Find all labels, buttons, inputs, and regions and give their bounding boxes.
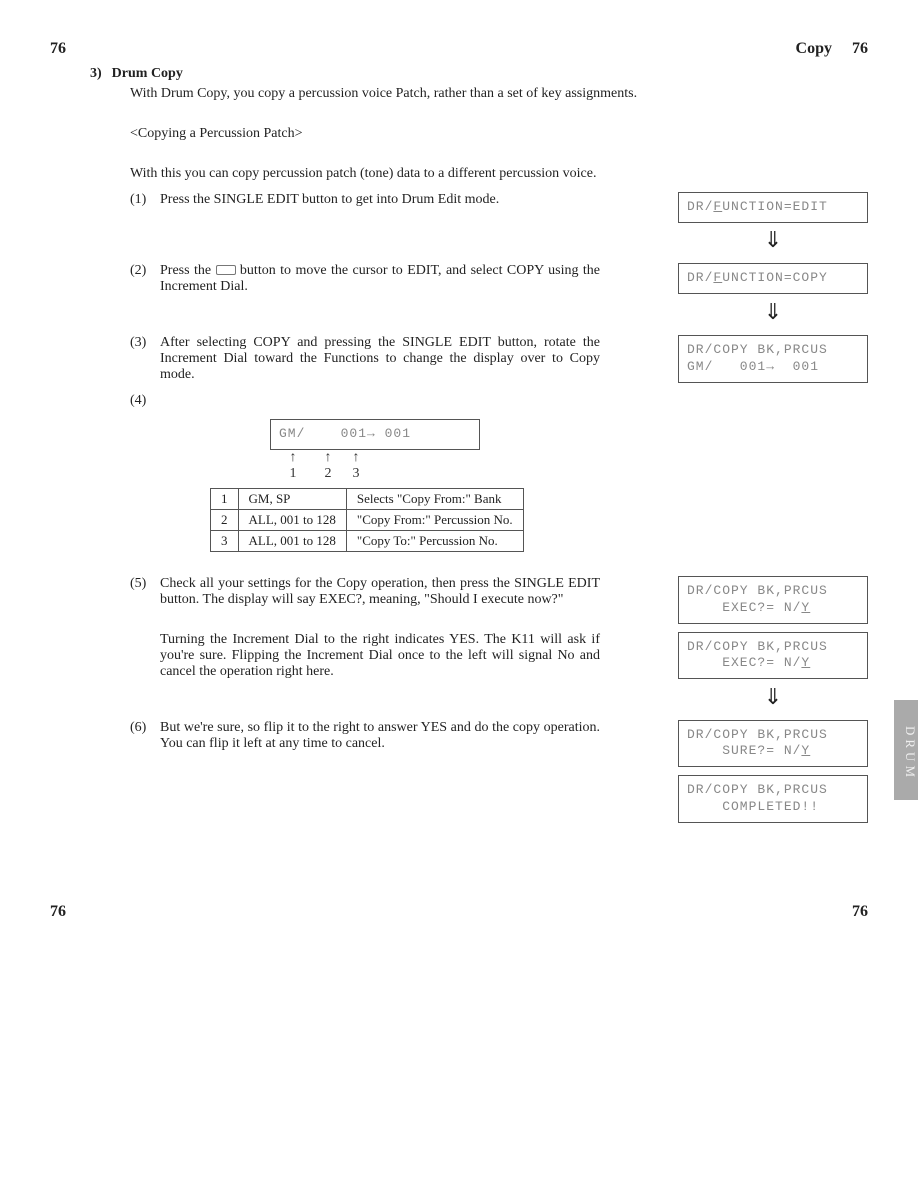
- step-2-num: (2): [130, 263, 160, 279]
- lcd-function-edit: DR/FUNCTION=EDIT: [678, 192, 868, 223]
- cell-3-2: ALL, 001 to 128: [238, 530, 346, 551]
- step-5-text: Check all your settings for the Copy ope…: [160, 576, 600, 608]
- step-2-text: Press the button to move the cursor to E…: [160, 263, 600, 295]
- section-number: 3): [90, 66, 102, 82]
- step-1-num: (1): [130, 192, 160, 208]
- cell-2-3: "Copy From:" Percussion No.: [346, 509, 523, 530]
- step-3-text: After selecting COPY and pressing the SI…: [160, 335, 600, 383]
- param-table: 1 GM, SP Selects "Copy From:" Bank 2 ALL…: [210, 488, 524, 552]
- step-5b: Turning the Increment Dial to the right …: [50, 632, 868, 680]
- lcd-function-copy: DR/FUNCTION=COPY: [678, 263, 868, 294]
- subheading: <Copying a Percussion Patch>: [130, 126, 868, 142]
- step-3-num: (3): [130, 335, 160, 351]
- cell-1-2: GM, SP: [238, 488, 346, 509]
- lcd-sure: DR/COPY BK,PRCUS SURE?= N/Y: [678, 720, 868, 768]
- lcd-diagram: GM/ 001→ 001: [270, 419, 480, 450]
- step-2: (2) Press the button to move the cursor …: [50, 263, 868, 295]
- cell-3-1: 3: [211, 530, 239, 551]
- step-5-text2: Turning the Increment Dial to the right …: [160, 632, 600, 680]
- table-row: 3 ALL, 001 to 128 "Copy To:" Percussion …: [211, 530, 524, 551]
- step-1-text: Press the SINGLE EDIT button to get into…: [160, 192, 600, 208]
- cell-1-1: 1: [211, 488, 239, 509]
- step-4: (4): [50, 393, 868, 409]
- step-1: (1) Press the SINGLE EDIT button to get …: [50, 192, 868, 223]
- page-num-bottom-left: 76: [50, 903, 66, 921]
- table-row: 2 ALL, 001 to 128 "Copy From:" Percussio…: [211, 509, 524, 530]
- arrow-up-row: ↑ ↑ ↑: [286, 450, 868, 466]
- arrow-down-2: ⇓: [678, 299, 868, 325]
- step-5-num: (5): [130, 576, 160, 592]
- arrow-num-row: 1 2 3: [286, 466, 868, 482]
- cell-2-2: ALL, 001 to 128: [238, 509, 346, 530]
- cell-3-3: "Copy To:" Percussion No.: [346, 530, 523, 551]
- page-footer: 76 76: [50, 903, 868, 921]
- page-title-top-right: Copy 76: [796, 40, 868, 58]
- button-icon: [216, 265, 236, 275]
- intro-text: With Drum Copy, you copy a percussion vo…: [130, 86, 868, 102]
- lcd-copy-bk: DR/COPY BK,PRCUS GM/ 001→ 001: [678, 335, 868, 383]
- step-6: (6) But we're sure, so flip it to the ri…: [50, 720, 868, 768]
- step-3: (3) After selecting COPY and pressing th…: [50, 335, 868, 383]
- step-5: (5) Check all your settings for the Copy…: [50, 576, 868, 624]
- table-row: 1 GM, SP Selects "Copy From:" Bank: [211, 488, 524, 509]
- page-num-bottom-right: 76: [852, 903, 868, 921]
- lcd-exec-2: DR/COPY BK,PRCUS EXEC?= N/Y: [678, 632, 868, 680]
- cell-1-3: Selects "Copy From:" Bank: [346, 488, 523, 509]
- step-6-num: (6): [130, 720, 160, 736]
- arrow-down-1: ⇓: [678, 227, 868, 253]
- section-title: Drum Copy: [112, 66, 183, 82]
- diagram: GM/ 001→ 001 ↑ ↑ ↑ 1 2 3 1 GM, SP Select…: [270, 419, 868, 552]
- page-num-top-left: 76: [50, 40, 66, 58]
- step-6b: DR/COPY BK,PRCUS COMPLETED!!: [50, 775, 868, 823]
- description: With this you can copy percussion patch …: [130, 166, 868, 182]
- cell-2-1: 2: [211, 509, 239, 530]
- page-header: 76 Copy 76: [50, 40, 868, 58]
- step-4-num: (4): [130, 393, 160, 409]
- step-6-text: But we're sure, so flip it to the right …: [160, 720, 600, 752]
- lcd-exec-1: DR/COPY BK,PRCUS EXEC?= N/Y: [678, 576, 868, 624]
- arrow-down-3: ⇓: [678, 684, 868, 710]
- side-tab-drum: DRUM: [894, 700, 918, 800]
- lcd-completed: DR/COPY BK,PRCUS COMPLETED!!: [678, 775, 868, 823]
